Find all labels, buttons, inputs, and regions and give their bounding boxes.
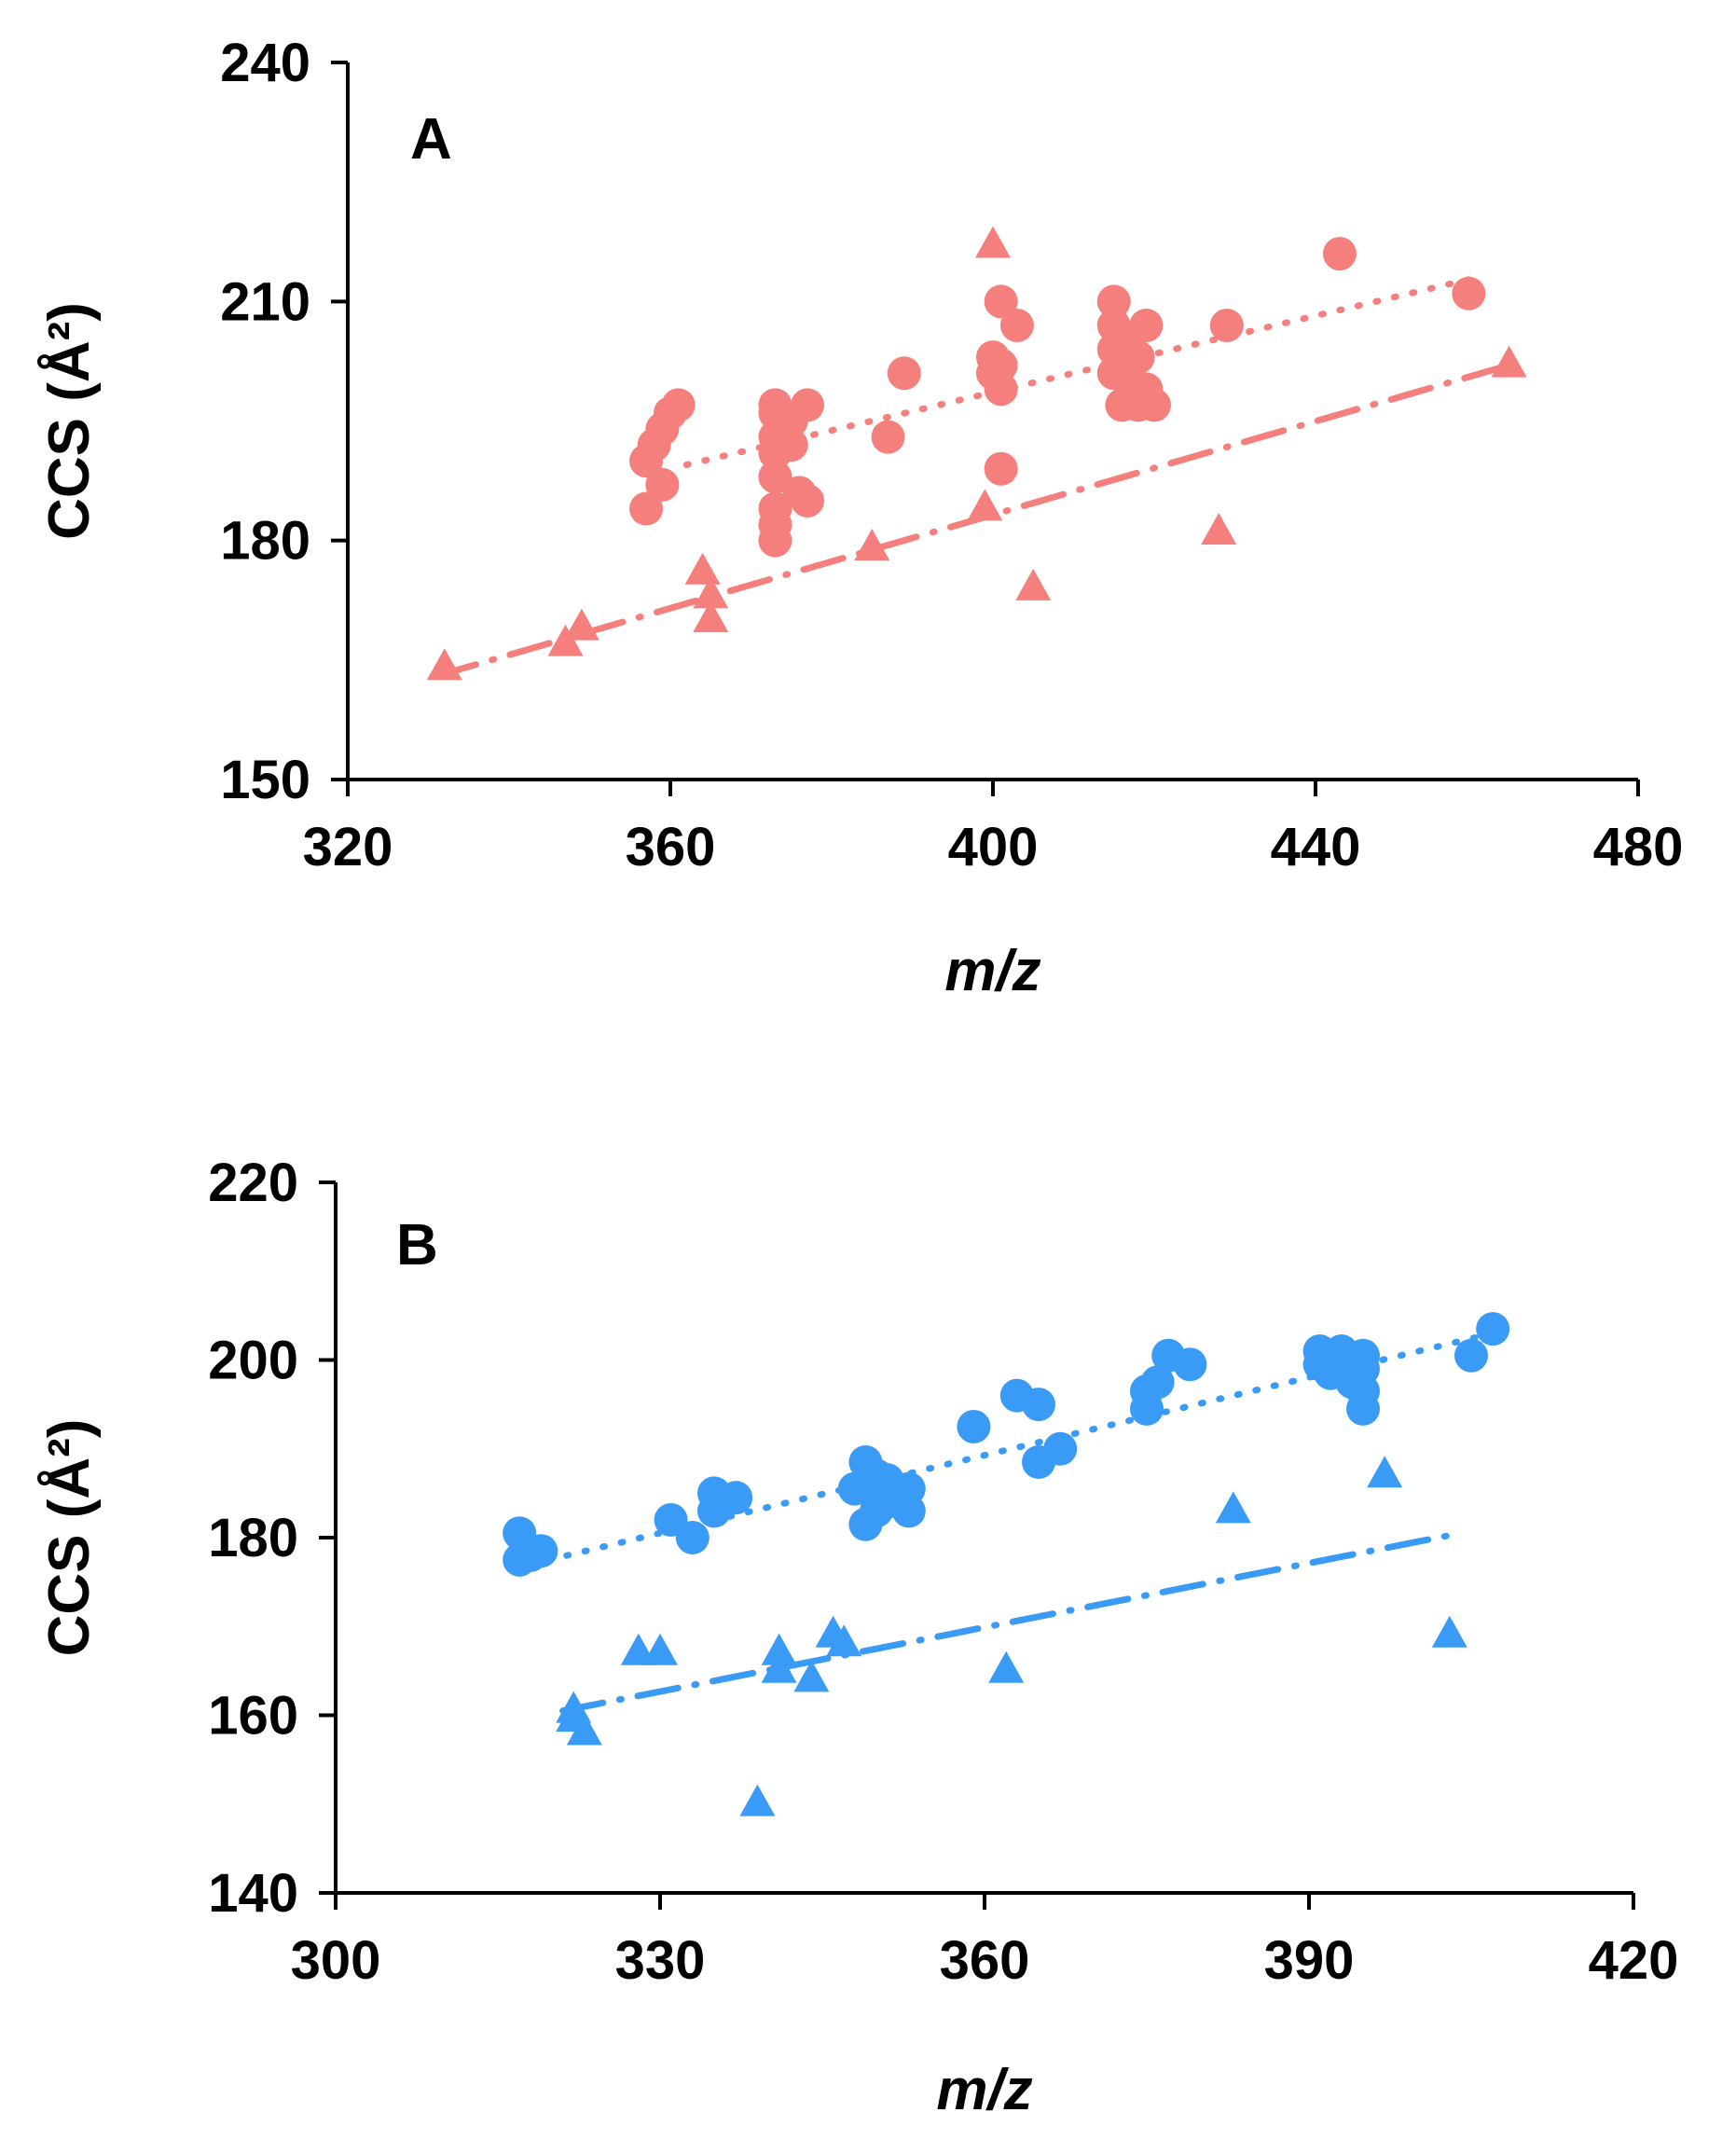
circle-data-point [1209, 308, 1244, 342]
y-tick-label: 210 [220, 271, 310, 332]
circle-data-point [984, 451, 1018, 486]
x-tick-label: 420 [1589, 1930, 1679, 1991]
circle-data-point [999, 308, 1034, 342]
circle-data-point [524, 1534, 558, 1568]
triangle-data-point [426, 648, 462, 681]
triangle-data-point [563, 608, 599, 641]
circle-data-point [1137, 388, 1171, 422]
circle-data-point [1322, 237, 1357, 271]
circle-data-point [1346, 1352, 1380, 1387]
triangle-data-point [684, 552, 721, 585]
x-tick-label: 390 [1264, 1930, 1355, 1991]
circle-data-point [629, 491, 664, 526]
circle-data-point [758, 460, 792, 494]
triangle-data-point [761, 1633, 797, 1665]
x-tick-label: 360 [626, 817, 716, 877]
triangle-data-point [761, 1650, 797, 1683]
triangle-data-point [1215, 1491, 1251, 1524]
y-tick-label: 160 [208, 1686, 298, 1747]
y-tick-label: 240 [220, 33, 310, 93]
circle-data-point [1140, 1365, 1175, 1400]
x-tick-label: 360 [940, 1930, 1030, 1991]
circle-data-point [984, 372, 1018, 407]
circle-data-point [887, 356, 921, 391]
circles-trendline [682, 274, 1481, 468]
triangle-data-point [556, 1691, 592, 1723]
circle-data-point [645, 467, 680, 502]
x-tick-label: 330 [615, 1930, 706, 1991]
triangle-data-point [566, 1713, 602, 1746]
triangle-data-point [1367, 1456, 1403, 1488]
triangle-data-point [1431, 1615, 1467, 1648]
triangles-trendline [559, 1529, 1464, 1715]
x-tick-label: 320 [303, 817, 393, 877]
y-tick-label: 180 [208, 1508, 298, 1568]
circle-data-point [1129, 308, 1164, 342]
x-tick-label: 300 [291, 1930, 381, 1991]
panel-b-chart: 300 330 360 390 420 140 160 180 200 220 m/z CCS (Å²… [37, 1153, 1678, 2122]
triangle-data-point [854, 529, 890, 561]
circle-data-point [1043, 1431, 1078, 1466]
x-tick-label: 440 [1271, 817, 1361, 877]
circle-data-point [871, 420, 905, 454]
panel-label: A [410, 107, 452, 172]
y-tick-label: 150 [220, 750, 310, 810]
triangle-data-point [826, 1624, 862, 1657]
y-tick-label: 220 [208, 1153, 298, 1213]
triangle-data-point [693, 601, 729, 633]
y-tick-label: 180 [220, 511, 310, 572]
y-tick-label: 140 [208, 1863, 298, 1924]
circle-data-point [1476, 1312, 1510, 1346]
triangle-data-point [547, 624, 584, 656]
x-tick-label: 480 [1593, 817, 1684, 877]
circle-data-point [1346, 1391, 1380, 1426]
triangle-data-point [693, 576, 729, 609]
circle-data-point [957, 1409, 991, 1443]
circle-data-point [791, 388, 825, 422]
circle-data-point [1173, 1347, 1207, 1382]
circle-data-point [758, 523, 792, 558]
circle-data-point [675, 1521, 710, 1554]
triangle-data-point [739, 1784, 776, 1816]
triangle-data-point [975, 226, 1011, 258]
circle-data-point [661, 388, 696, 422]
circle-data-point [774, 428, 808, 463]
circle-data-point [984, 284, 1018, 319]
panel-a-chart: 320 360 400 440 480 150 180 210 240 m/z CCS (Å²) A [37, 33, 1683, 1003]
circle-data-point [1022, 1388, 1055, 1422]
triangle-data-point [793, 1660, 830, 1692]
triangle-data-point [1491, 345, 1527, 378]
circle-data-point [791, 483, 825, 518]
circle-data-point [1454, 1338, 1488, 1373]
y-axis-title: CCS (Å²) [37, 1419, 102, 1657]
triangle-data-point [988, 1650, 1025, 1683]
x-axis-title: m/z [944, 939, 1040, 1003]
circle-data-point [891, 1471, 926, 1506]
y-axis-title: CCS (Å²) [37, 302, 102, 540]
circle-data-point [719, 1481, 753, 1515]
x-axis-title: m/z [936, 2058, 1032, 2122]
triangle-data-point [1015, 568, 1052, 601]
triangle-data-point [1201, 513, 1237, 545]
panel-label: B [396, 1213, 438, 1277]
x-tick-label: 400 [948, 817, 1039, 877]
circle-data-point [1452, 276, 1486, 311]
circle-data-point [1121, 340, 1155, 375]
circle-data-point [984, 348, 1018, 382]
y-tick-label: 200 [208, 1331, 298, 1391]
triangle-data-point [967, 489, 1003, 521]
triangle-data-point [642, 1633, 678, 1665]
circle-data-point [1096, 284, 1131, 319]
